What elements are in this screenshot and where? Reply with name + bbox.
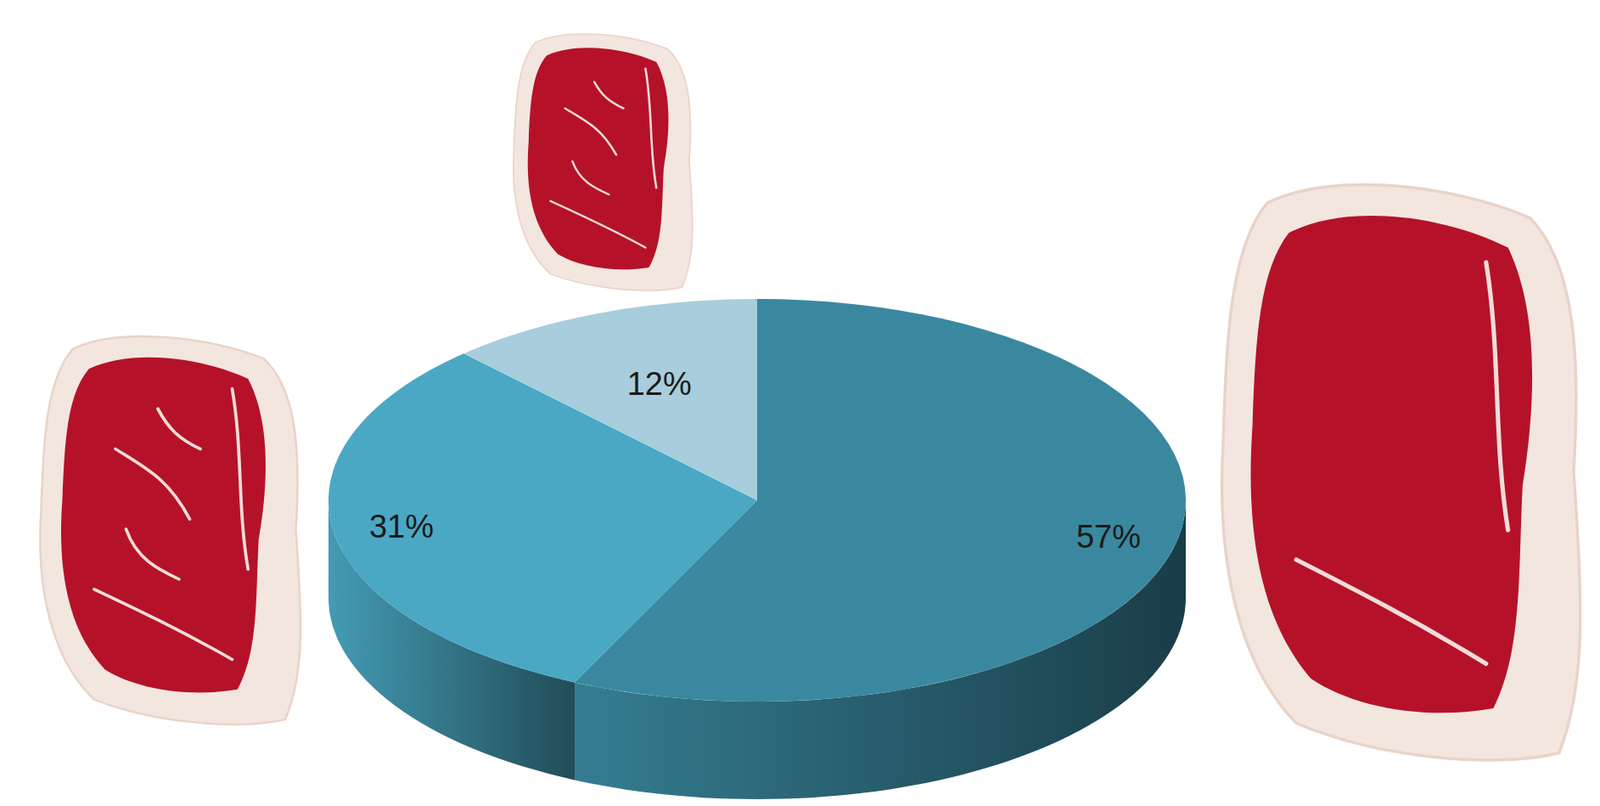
data-labels: 57% 31% 12% <box>369 365 1141 555</box>
steak-fat <box>513 33 693 291</box>
steak-marbling <box>1296 559 1487 664</box>
steak-marbling <box>1486 262 1509 530</box>
chart: 57% 31% 12% <box>0 0 1600 806</box>
steak-marbling <box>232 388 249 569</box>
steak-image-top <box>513 33 693 291</box>
data-label: 57% <box>1076 518 1141 555</box>
steak-marbling <box>126 528 180 579</box>
steak-meat <box>61 357 266 693</box>
steak-marbling <box>594 81 624 108</box>
steak-marbling <box>115 449 191 520</box>
steak-marbling <box>645 68 657 188</box>
steak-marbling <box>157 408 201 449</box>
pie-slice <box>463 298 758 500</box>
pie-tops <box>328 298 1186 702</box>
steak-meat <box>1251 215 1533 713</box>
steak-marbling <box>565 108 617 156</box>
steak-marbling <box>550 201 646 248</box>
data-label: 31% <box>369 508 434 545</box>
steak-meat <box>527 47 669 270</box>
steak-fat <box>1222 184 1581 760</box>
steak-marbling <box>572 161 609 195</box>
steak-marbling <box>94 589 233 660</box>
steak-image-left <box>39 336 301 725</box>
steak-fat <box>39 336 301 725</box>
data-label: 12% <box>627 365 692 402</box>
steak-image-right <box>1222 184 1581 760</box>
